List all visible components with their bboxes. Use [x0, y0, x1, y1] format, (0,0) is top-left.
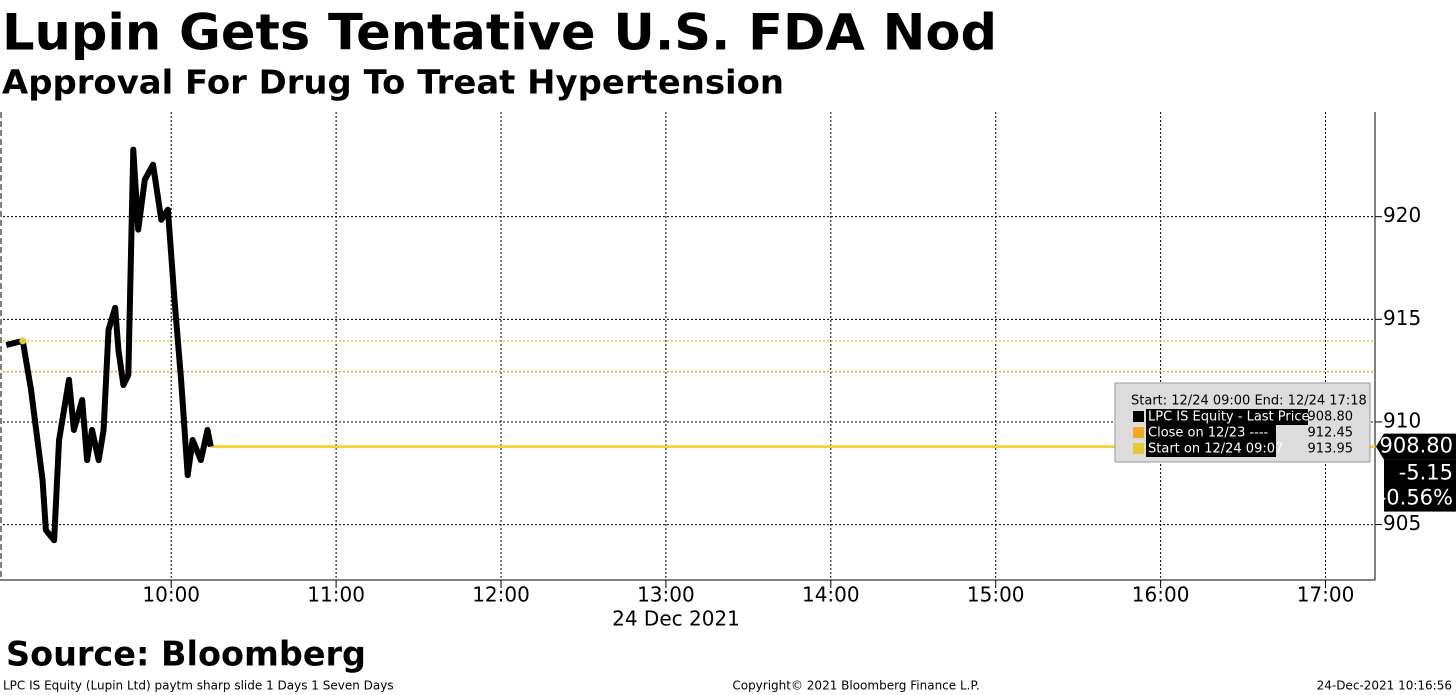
legend-label-bg	[1146, 425, 1276, 441]
change-bg	[1384, 459, 1456, 512]
legend-swatch	[1133, 427, 1144, 438]
y-tick-label: 905	[1383, 511, 1421, 535]
x-tick-label: 14:00	[802, 583, 860, 607]
last-price-label: 908.80	[1380, 434, 1453, 458]
legend-label: Close on 12/23 ----	[1148, 426, 1269, 441]
change-label: -5.15	[1399, 461, 1453, 485]
x-tick-label: 12:00	[472, 583, 530, 607]
change-pct-label: -0.56%	[1379, 486, 1453, 510]
x-tick-label: 15:00	[967, 583, 1025, 607]
legend-header: Start: 12/24 09:00 End: 12/24 17:18	[1131, 394, 1367, 409]
legend-value: 908.80	[1308, 410, 1354, 425]
x-tick-label: 13:00	[637, 583, 695, 607]
y-tick-label: 910	[1383, 408, 1421, 432]
legend-value: 913.95	[1308, 442, 1354, 457]
y-tick-label: 915	[1383, 306, 1421, 330]
legend-swatch	[1133, 443, 1144, 454]
footer-center: Copyright© 2021 Bloomberg Finance L.P.	[732, 679, 979, 693]
x-tick-label: 17:00	[1297, 583, 1355, 607]
x-tick-label: 16:00	[1132, 583, 1190, 607]
legend-label: LPC IS Equity - Last Price	[1148, 410, 1310, 425]
last-price-tag	[1376, 433, 1456, 460]
y-tick-label: 920	[1383, 203, 1421, 227]
price-line	[5, 146, 214, 544]
legend-label: Start on 12/24 09:07	[1148, 442, 1283, 457]
source: Source: Bloomberg	[6, 635, 366, 675]
legend-value: 912.45	[1308, 426, 1354, 441]
x-tick-label: 11:00	[307, 583, 365, 607]
chart-subtitle: Approval For Drug To Treat Hypertension	[2, 63, 784, 102]
start-marker	[19, 337, 27, 345]
footer-left: LPC IS Equity (Lupin Ltd) paytm sharp sl…	[3, 679, 394, 693]
chart-title: Lupin Gets Tentative U.S. FDA Nod	[2, 4, 997, 62]
legend-swatch	[1133, 411, 1144, 422]
legend-label-bg	[1146, 409, 1308, 425]
x-axis-label: 24 Dec 2021	[612, 607, 740, 631]
footer-right: 24-Dec-2021 10:16:56	[1317, 679, 1452, 693]
legend-label-bg	[1146, 441, 1276, 457]
x-tick-label: 10:00	[142, 583, 200, 607]
